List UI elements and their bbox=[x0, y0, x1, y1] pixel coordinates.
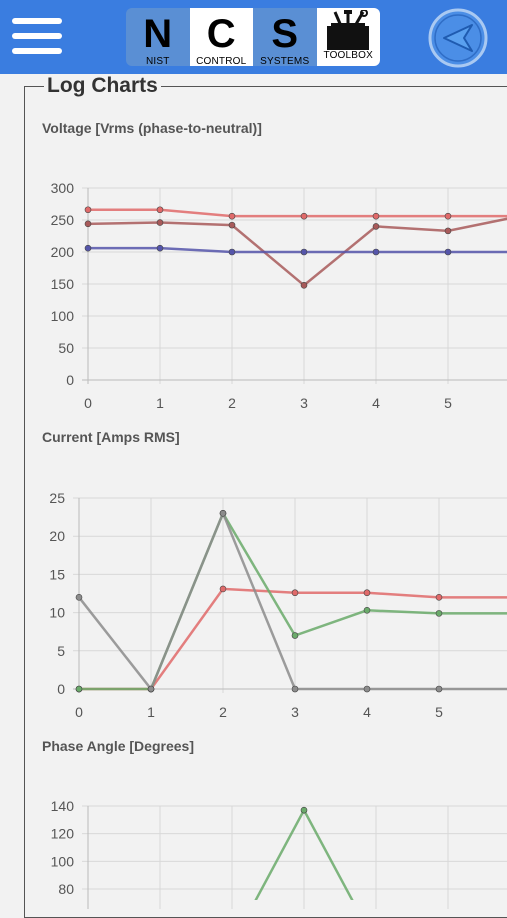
logo-cell-systems: S SYSTEMS bbox=[253, 8, 317, 66]
y-tick-label: 100 bbox=[51, 308, 75, 324]
page-title: Log Charts bbox=[44, 74, 161, 98]
data-point bbox=[147, 685, 155, 693]
data-point bbox=[363, 589, 371, 597]
data-point bbox=[291, 685, 299, 693]
y-tick-label: 5 bbox=[57, 643, 65, 659]
logo-letter-n: N bbox=[143, 12, 173, 56]
data-point bbox=[156, 219, 164, 226]
hamburger-menu-icon[interactable] bbox=[12, 16, 64, 56]
data-point bbox=[228, 248, 236, 256]
y-tick-label: 15 bbox=[49, 566, 65, 582]
data-point bbox=[300, 212, 308, 220]
y-tick-label: 20 bbox=[49, 528, 65, 544]
logo-cell-toolbox: TOOLBOX bbox=[316, 8, 380, 66]
data-point bbox=[75, 594, 83, 601]
data-point bbox=[435, 610, 443, 617]
y-tick-label: 10 bbox=[49, 605, 65, 621]
y-tick-label: 140 bbox=[51, 798, 75, 814]
data-point bbox=[435, 594, 443, 601]
data-point bbox=[372, 212, 380, 220]
data-point bbox=[291, 589, 299, 597]
data-point bbox=[219, 509, 227, 517]
x-tick-label: 1 bbox=[156, 395, 164, 411]
y-tick-label: 0 bbox=[57, 681, 65, 697]
data-point bbox=[363, 607, 371, 614]
data-point bbox=[300, 281, 308, 289]
x-tick-label: 0 bbox=[75, 704, 83, 720]
logo-caption-control: CONTROL bbox=[196, 56, 247, 66]
data-point bbox=[75, 685, 83, 693]
ncs-toolbox-logo: N NIST C CONTROL S SYSTEMS TOOLBOX bbox=[126, 8, 380, 66]
phase-chart-title: Phase Angle [Degrees] bbox=[42, 738, 194, 754]
data-point bbox=[228, 221, 236, 229]
logo-caption-toolbox: TOOLBOX bbox=[323, 50, 374, 61]
logo-cell-nist: N NIST bbox=[126, 8, 190, 66]
data-point bbox=[444, 248, 452, 256]
y-tick-label: 80 bbox=[58, 881, 74, 897]
data-point bbox=[156, 244, 164, 252]
data-point bbox=[84, 244, 92, 252]
logo-caption-nist: NIST bbox=[145, 56, 170, 66]
current-chart-title: Current [Amps RMS] bbox=[42, 429, 180, 445]
x-tick-label: 0 bbox=[84, 395, 92, 411]
y-tick-label: 100 bbox=[51, 853, 75, 869]
y-tick-label: 200 bbox=[51, 244, 75, 260]
data-point bbox=[444, 212, 452, 220]
data-point bbox=[291, 632, 299, 639]
x-tick-label: 5 bbox=[444, 395, 452, 411]
toolbox-icon bbox=[327, 10, 370, 50]
x-tick-label: 5 bbox=[435, 704, 443, 720]
logo-letter-s: S bbox=[271, 12, 299, 56]
data-point bbox=[84, 206, 92, 214]
y-tick-label: 50 bbox=[58, 340, 74, 356]
data-point bbox=[444, 227, 452, 235]
data-point bbox=[84, 220, 92, 228]
x-tick-label: 3 bbox=[291, 704, 299, 720]
logo-letter-c: C bbox=[206, 12, 236, 56]
data-point bbox=[363, 685, 371, 693]
data-point bbox=[372, 223, 380, 230]
logo-caption-systems: SYSTEMS bbox=[260, 56, 310, 66]
y-tick-label: 25 bbox=[49, 490, 65, 506]
x-tick-label: 1 bbox=[147, 704, 155, 720]
x-tick-label: 4 bbox=[363, 704, 371, 720]
logo-cell-control: C CONTROL bbox=[189, 8, 253, 66]
x-tick-label: 2 bbox=[219, 704, 227, 720]
y-tick-label: 120 bbox=[51, 826, 75, 842]
y-tick-label: 300 bbox=[51, 180, 75, 196]
data-point bbox=[228, 212, 236, 220]
y-tick-label: 250 bbox=[51, 212, 75, 228]
data-point bbox=[219, 585, 227, 593]
data-point bbox=[300, 248, 308, 256]
x-tick-label: 3 bbox=[300, 395, 308, 411]
back-arrow-icon[interactable] bbox=[428, 8, 488, 68]
x-tick-label: 4 bbox=[372, 395, 380, 411]
data-point bbox=[372, 248, 380, 256]
data-point bbox=[156, 206, 164, 214]
data-point bbox=[300, 806, 308, 814]
y-tick-label: 150 bbox=[51, 276, 75, 292]
y-tick-label: 0 bbox=[66, 372, 74, 388]
voltage-chart-title: Voltage [Vrms (phase-to-neutral)] bbox=[42, 120, 262, 136]
data-point bbox=[435, 685, 443, 693]
top-bar: N NIST C CONTROL S SYSTEMS TOOLBOX bbox=[0, 0, 507, 74]
x-tick-label: 2 bbox=[228, 395, 236, 411]
